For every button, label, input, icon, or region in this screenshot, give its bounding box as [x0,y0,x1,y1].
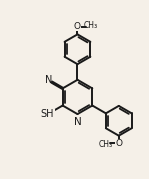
Text: CH₃: CH₃ [99,140,113,149]
Text: O: O [115,139,122,148]
Text: CH₃: CH₃ [83,21,97,30]
Text: O: O [74,22,81,31]
Text: N: N [74,117,82,127]
Text: N: N [45,75,52,85]
Text: SH: SH [41,109,54,119]
